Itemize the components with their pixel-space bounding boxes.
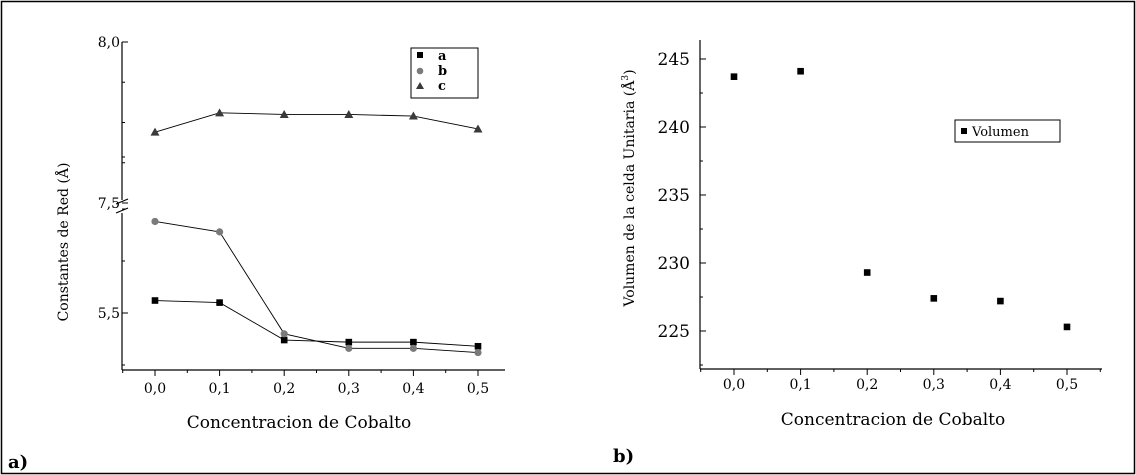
panel-b-legend: Volumen: [955, 120, 1060, 142]
panel-b-label: b): [613, 446, 634, 467]
series-a-point: [281, 337, 288, 344]
legend-volumen-label: Volumen: [971, 125, 1030, 140]
series-volumen-point: [864, 269, 871, 276]
series-a-point: [152, 297, 159, 304]
panel-a-x-axis-label: Concentracion de Cobalto: [187, 413, 411, 433]
series-volumen-point: [931, 295, 938, 302]
series-volumen-point: [797, 68, 804, 75]
panel-a-label: a): [8, 452, 28, 473]
panel-b-y-tick-label: 235: [658, 186, 690, 206]
series-b-point: [474, 349, 481, 356]
series-b-point: [281, 330, 288, 337]
panel-b-x-tick-label: 0,0: [723, 377, 745, 393]
panel-b-x-tick-label: 0,2: [856, 377, 878, 393]
panel-b-x-tick-label: 0,4: [989, 377, 1011, 393]
panel-a-x-tick-label: 0,4: [402, 381, 424, 397]
legend-volumen-square-marker: [961, 128, 967, 134]
series-b-point: [216, 228, 223, 235]
panel-a-y-tick-label: 8,0: [98, 35, 120, 51]
panel-a-x-tick-label: 0,2: [273, 381, 295, 397]
panel-b-y-tick-label: 225: [658, 322, 690, 342]
series-volumen-point: [1064, 324, 1071, 331]
panel-a-legend: a b c: [411, 48, 478, 98]
panel-b-y-tick-label: 230: [658, 254, 690, 274]
series-b-point: [151, 218, 158, 225]
panel-b-x-axis-label: Concentracion de Cobalto: [781, 410, 1005, 430]
series-volumen-point: [997, 298, 1004, 305]
panel-b-y-tick-label: 245: [658, 50, 690, 70]
panel-a-y-axis-label: Constantes de Red (Å): [54, 163, 72, 322]
panel-a-x-tick-label: 0,5: [467, 381, 489, 397]
series-a-point: [475, 343, 482, 350]
legend-a-square-marker: [417, 52, 423, 58]
panel-b-y-axis-label-close: ): [622, 69, 638, 74]
legend-a-label: a: [438, 49, 447, 64]
panel-b-x-tick-label: 0,3: [923, 377, 945, 393]
series-b-point: [345, 345, 352, 352]
panel-a-x-tick-label: 0,3: [338, 381, 360, 397]
legend-b-label: b: [438, 64, 447, 79]
legend-b-circle-marker: [417, 68, 424, 75]
panel-b-x-tick-label: 0,5: [1056, 377, 1078, 393]
series-a-point: [346, 339, 353, 346]
panel-b-x-tick-label: 0,1: [789, 377, 811, 393]
panel-b-y-axis-label-main: Volumen de la celda Unitaria (Å: [620, 80, 638, 308]
series-volumen-point: [731, 73, 738, 80]
panel-a-y-tick-label: 7,5: [98, 196, 120, 212]
panel-a-y-tick-label: 5,5: [98, 306, 120, 322]
legend-c-label: c: [438, 79, 446, 94]
panel-b-y-tick-label: 240: [658, 118, 690, 138]
series-a-point: [216, 299, 223, 306]
series-b-point: [410, 345, 417, 352]
panel-b-y-axis-label: Volumen de la celda Unitaria (Å3): [620, 69, 638, 307]
series-a-point: [410, 339, 417, 346]
panel-a-x-tick-label: 0,0: [144, 381, 166, 397]
panel-a-x-tick-label: 0,1: [208, 381, 230, 397]
